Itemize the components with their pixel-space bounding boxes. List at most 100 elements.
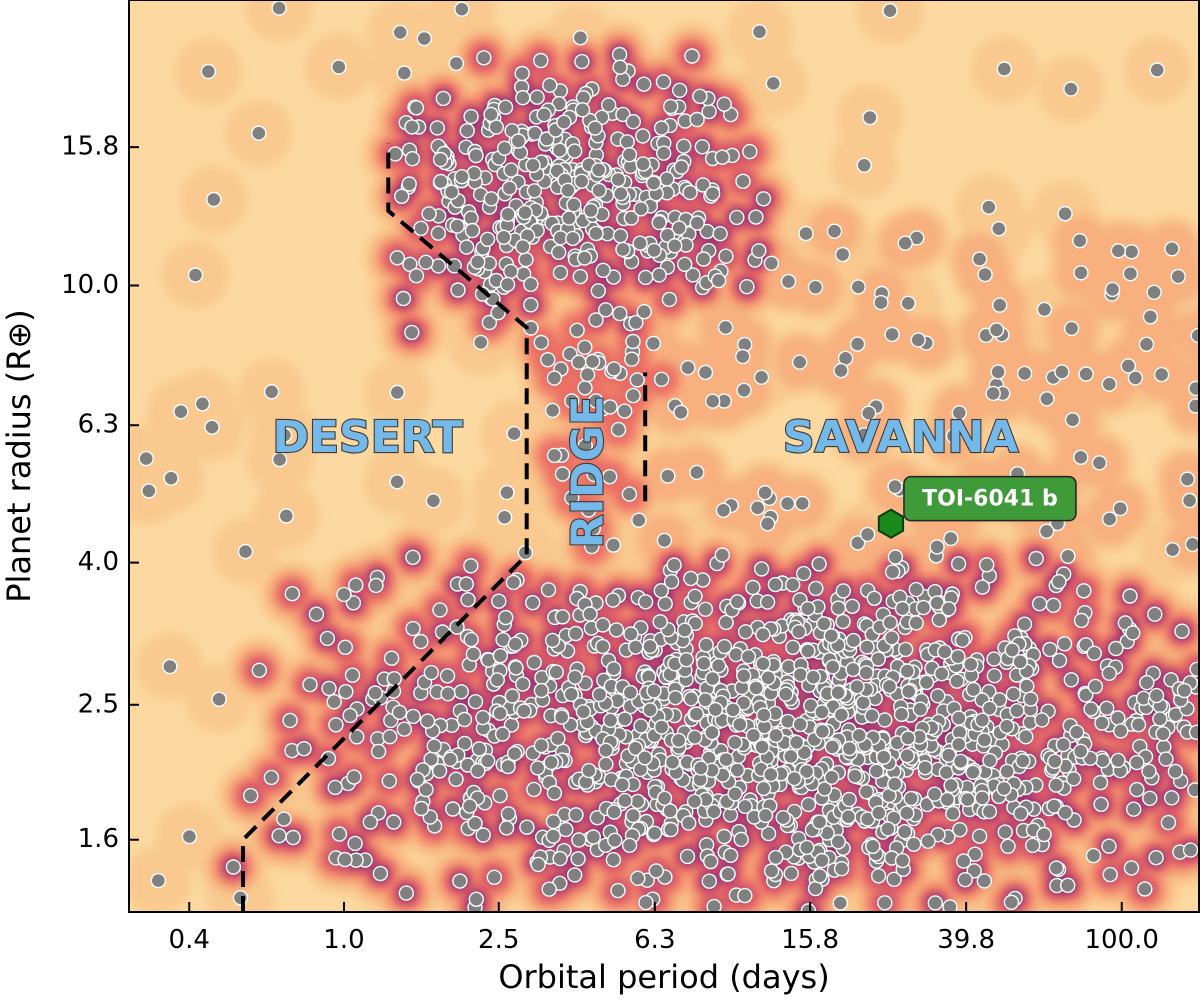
planet-point	[533, 682, 550, 699]
planet-point	[285, 829, 301, 846]
planet-point	[419, 713, 436, 729]
planet-point	[1016, 616, 1033, 632]
planet-point	[1054, 364, 1070, 380]
planet-point	[950, 556, 967, 572]
planet-point	[657, 596, 673, 612]
planet-point	[645, 175, 662, 191]
planet-point	[585, 520, 601, 537]
planet-point	[688, 706, 705, 722]
planet-point	[336, 586, 352, 603]
planet-point	[575, 704, 592, 720]
planet-point	[991, 692, 1008, 708]
planet-point	[331, 826, 348, 842]
planet-point	[621, 486, 638, 502]
x-tick-label: 2.5	[478, 925, 519, 955]
planet-point	[607, 832, 623, 848]
planet-point	[915, 599, 932, 616]
planet-point	[785, 577, 801, 593]
planet-point	[753, 369, 770, 385]
planet-point	[894, 600, 911, 617]
planet-point	[476, 50, 492, 66]
planet-point	[432, 602, 448, 618]
planet-point	[1122, 588, 1138, 604]
planet-point	[405, 620, 421, 637]
planet-point	[687, 729, 703, 745]
planet-point	[1022, 691, 1039, 707]
planet-point	[763, 863, 780, 879]
planet-point	[584, 538, 600, 555]
planet-point	[200, 63, 217, 80]
planet-point	[448, 771, 464, 787]
planet-point	[396, 65, 412, 81]
planet-point	[326, 694, 342, 710]
planet-point	[637, 269, 654, 286]
planet-point	[974, 712, 990, 728]
planet-point	[714, 547, 730, 563]
planet-point	[704, 724, 720, 741]
planet-point	[435, 90, 451, 107]
planet-point	[671, 220, 687, 236]
planet-point	[830, 600, 847, 616]
planet-point	[387, 146, 403, 162]
planet-point	[401, 176, 417, 192]
planet-point	[694, 139, 710, 155]
planet-point	[990, 364, 1006, 380]
planet-point	[965, 681, 982, 698]
planet-point	[595, 638, 611, 655]
desert-boundary-line	[241, 143, 529, 912]
planet-point	[663, 821, 679, 838]
planet-point	[960, 791, 976, 808]
planet-point	[251, 662, 267, 678]
planet-point	[672, 82, 688, 99]
planet-point	[706, 804, 722, 820]
planet-point	[870, 868, 887, 884]
planet-point	[651, 267, 667, 283]
planet-point	[372, 865, 389, 882]
planet-point	[660, 468, 676, 484]
planet-point	[880, 821, 896, 837]
planet-point	[856, 427, 872, 443]
planet-point	[595, 262, 611, 278]
planet-point	[1101, 665, 1118, 681]
planet-point	[237, 543, 254, 560]
planet-point	[409, 771, 426, 788]
planet-point	[951, 405, 967, 421]
planet-point	[849, 336, 866, 352]
planet-point	[554, 609, 571, 625]
planet-point	[491, 593, 507, 609]
planet-point	[518, 251, 534, 268]
highlight-callout-box	[903, 475, 1077, 522]
planet-point	[754, 739, 770, 755]
planet-point	[551, 244, 567, 261]
planet-point	[263, 384, 280, 400]
planet-point	[943, 777, 959, 794]
planet-point	[798, 225, 814, 242]
planet-point	[615, 106, 631, 123]
planet-point	[951, 710, 967, 726]
planet-point	[1098, 700, 1115, 716]
planet-point	[748, 209, 764, 225]
planet-point	[656, 532, 673, 549]
planet-point	[646, 683, 662, 699]
planet-point	[735, 695, 752, 711]
planet-point	[319, 630, 336, 647]
planet-point	[1112, 723, 1129, 739]
planet-point	[633, 201, 649, 217]
planet-point	[276, 427, 293, 443]
planet-point	[1045, 597, 1062, 613]
planet-point	[386, 671, 402, 687]
planet-point	[755, 191, 772, 207]
planet-point	[368, 577, 384, 594]
planet-point	[1073, 612, 1090, 629]
planet-point	[755, 626, 771, 643]
planet-point	[791, 624, 807, 640]
planet-point	[560, 182, 576, 199]
planet-point	[1120, 358, 1137, 374]
planet-point	[897, 641, 914, 658]
planet-point	[1149, 62, 1165, 78]
planet-point	[150, 872, 167, 889]
planet-point	[676, 138, 692, 154]
planet-point	[580, 502, 597, 518]
planet-point	[526, 654, 542, 671]
